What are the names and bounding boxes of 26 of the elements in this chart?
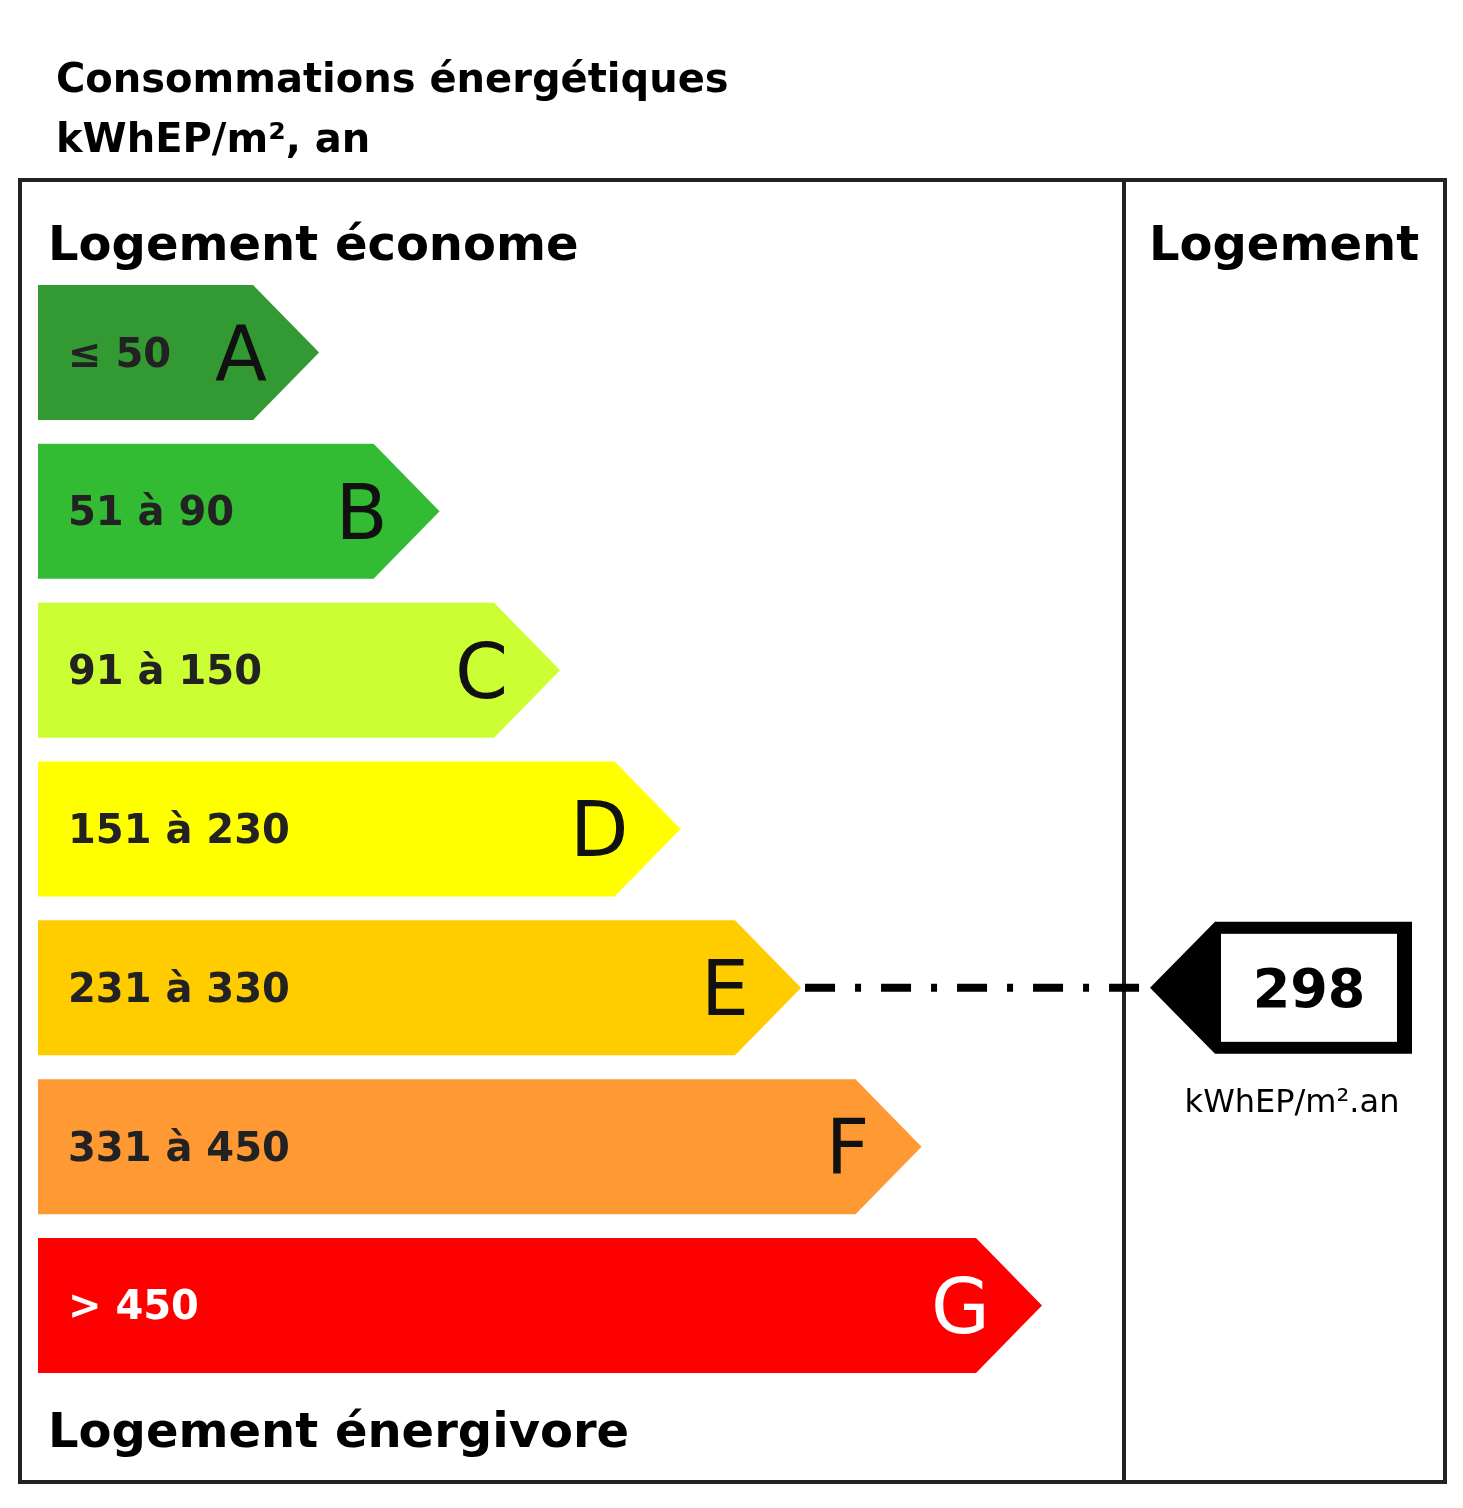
bar	[38, 761, 681, 897]
y-tick-label: F	[825, 1103, 870, 1193]
bar	[38, 920, 802, 1056]
annotation: 151 à 230	[68, 806, 290, 852]
y-tick-label: G	[931, 1261, 990, 1351]
text: Logement économe	[48, 215, 579, 271]
y-tick-label: A	[215, 308, 268, 398]
bar	[38, 1237, 1042, 1373]
text: kWhEP/m².an	[1184, 1082, 1400, 1120]
annotation: 331 à 450	[68, 1123, 290, 1170]
annotation: 91 à 150	[68, 647, 263, 694]
annotation: > 450	[68, 1282, 199, 1329]
y-tick-label: D	[570, 785, 629, 875]
ref-line-label: 298	[1252, 957, 1366, 1021]
chart-title: Consommations énergétiques	[56, 55, 729, 101]
bar	[38, 1079, 922, 1215]
bar	[38, 602, 561, 738]
annotation: ≤ 50	[68, 329, 172, 376]
text: Logement énergivore	[48, 1402, 630, 1458]
annotation: 231 à 330	[68, 964, 290, 1011]
chart-subtitle: kWhEP/m², an	[56, 115, 371, 161]
y-tick-label: B	[335, 467, 388, 557]
text: Logement	[1148, 215, 1420, 271]
y-tick-label: C	[455, 626, 509, 716]
annotation: 51 à 90	[68, 488, 235, 535]
y-tick-label: E	[701, 944, 750, 1034]
